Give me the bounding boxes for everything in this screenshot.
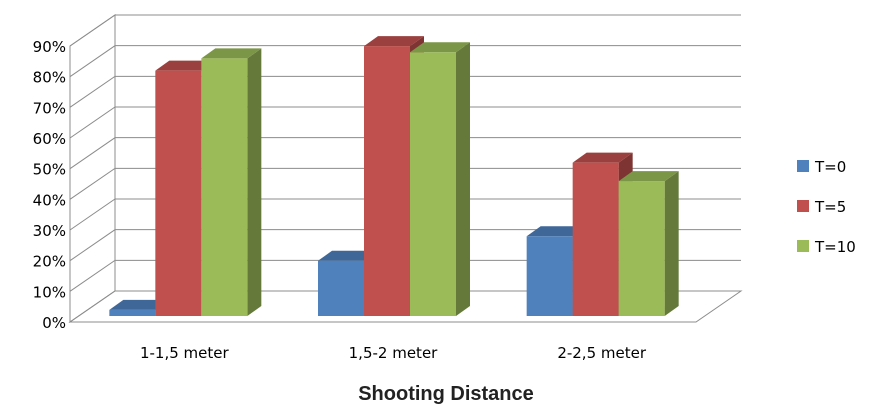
y-tick-label: 70% (33, 99, 66, 117)
bar-top-face (201, 48, 262, 59)
bar-front-face (572, 162, 619, 316)
x-axis-title: Shooting Distance (358, 383, 534, 405)
bar-front-face (109, 309, 156, 316)
gridline-spacer (70, 0, 741, 16)
gridline (69, 198, 741, 231)
gridline (69, 167, 741, 200)
bar-top-face (618, 171, 679, 182)
gridline (69, 229, 741, 262)
bar-top-face (364, 36, 424, 47)
y-tick-label: 60% (33, 130, 66, 148)
bar-top-face (410, 42, 470, 53)
gridline (69, 106, 741, 139)
bar-front-face (364, 46, 410, 317)
bar-top-face (109, 299, 170, 310)
y-tick-label: 10% (33, 283, 66, 301)
legend-swatch-T=10 (797, 240, 809, 252)
bars (109, 36, 679, 317)
legend: T=0 T=5 T=10 (797, 158, 856, 256)
y-tick-label: 20% (33, 253, 66, 271)
y-axis-ticks: 0% 10% 20% 30% 40% 50% 60% 70% 80% 90% (33, 38, 66, 332)
bar-top-face (572, 152, 633, 163)
y-tick-label: 90% (33, 38, 66, 56)
legend-swatch-T=0 (797, 160, 809, 172)
bar-T=10-1,5-2 meter (410, 42, 470, 317)
bar-front-face (410, 52, 456, 317)
y-tick-label: 50% (33, 161, 66, 179)
legend-label-T=5: T=5 (814, 198, 846, 216)
legend-label-T=0: T=0 (814, 158, 846, 176)
legend-swatch-T=5 (797, 200, 809, 212)
x-axis-ticks: 1-1,5 meter 1,5-2 meter 2-2,5 meter (140, 344, 647, 362)
bar-front-face (155, 70, 202, 317)
x-tick-label: 1-1,5 meter (140, 344, 230, 362)
y-tick-label: 0% (42, 314, 66, 332)
gridlines (69, 0, 741, 323)
gridline (69, 75, 741, 108)
bar-T=10-2-2,5 meter (618, 171, 679, 316)
bar-side-face (664, 171, 679, 316)
y-tick-label: 80% (33, 69, 66, 87)
x-tick-label: 1,5-2 meter (349, 344, 439, 362)
gridline (69, 14, 741, 47)
bar-side-face (456, 42, 470, 317)
bar-front-face (201, 58, 248, 317)
bar-T=10-1-1,5 meter (201, 48, 262, 317)
bar-top-face (318, 250, 378, 261)
x-tick-label: 2-2,5 meter (557, 344, 647, 362)
bar-front-face (526, 236, 573, 316)
bar-front-face (318, 260, 364, 316)
gridline (69, 45, 741, 78)
bar-front-face (618, 181, 665, 316)
gridline (69, 137, 741, 170)
bar-top-face (526, 226, 587, 237)
y-tick-label: 30% (33, 222, 66, 240)
legend-label-T=10: T=10 (814, 238, 856, 256)
bar-top-face (155, 60, 216, 71)
y-tick-label: 40% (33, 191, 66, 209)
bar-side-face (247, 48, 262, 317)
